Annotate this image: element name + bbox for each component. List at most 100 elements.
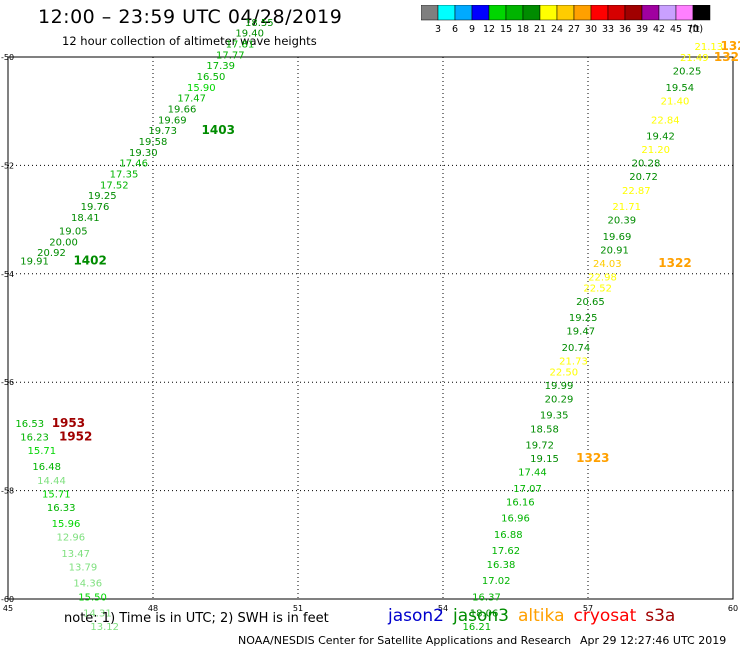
wave-height-label: 19.35 <box>540 411 569 422</box>
wave-height-label: 15.71 <box>28 446 57 457</box>
wave-height-label: 19.40 <box>235 29 264 40</box>
wave-height-label: 19.72 <box>525 441 554 452</box>
wave-height-label: 19.66 <box>168 104 197 115</box>
legend-label: 36 <box>619 24 631 35</box>
wave-height-label: 16.48 <box>32 462 61 473</box>
credit-text: NOAA/NESDIS Center for Satellite Applica… <box>238 634 572 647</box>
legend-label: 21 <box>534 24 546 35</box>
y-tick-label: -60 <box>1 595 14 604</box>
legend-swatch <box>692 5 711 21</box>
legend-label: 70 <box>687 24 699 35</box>
satellite-label-jason3: jason3 <box>453 606 509 626</box>
legend-label: 42 <box>653 24 665 35</box>
satellite-label-altika: altika <box>518 606 565 626</box>
y-tick-label: -54 <box>1 270 14 279</box>
wave-height-label: 17.39 <box>206 61 235 72</box>
wave-height-label: 21.13 <box>695 42 724 53</box>
wave-height-label: 20.00 <box>49 237 78 248</box>
wave-height-label: 20.91 <box>600 245 629 256</box>
wave-height-label: 19.42 <box>646 132 675 143</box>
wave-height-label: 20.29 <box>545 394 574 405</box>
wave-height-label: 17.62 <box>492 546 521 557</box>
x-tick-label: 51 <box>293 604 303 613</box>
wave-height-label: 12.96 <box>57 533 86 544</box>
pass-time-label: 1952 <box>59 429 92 443</box>
y-tick-label: -58 <box>1 487 14 496</box>
pass-time-label: 1403 <box>202 123 235 137</box>
wave-height-label: 18.41 <box>71 213 100 224</box>
wave-height-label: 17.07 <box>513 484 542 495</box>
wave-height-label: 21.71 <box>612 202 641 213</box>
x-tick-label: 45 <box>3 604 13 613</box>
satellite-legend: jason2 jason3 altika cryosat s3a <box>388 606 684 626</box>
legend-unit: (ft) <box>689 24 703 35</box>
y-tick-label: -50 <box>1 53 14 62</box>
y-tick-label: -52 <box>1 161 14 170</box>
wave-height-label: 20.92 <box>37 248 66 259</box>
legend-label: 9 <box>469 24 475 35</box>
legend-label: 15 <box>500 24 512 35</box>
wave-height-label: 22.84 <box>651 115 680 126</box>
wave-height-label: 21.73 <box>559 357 588 368</box>
wave-height-label: 17.35 <box>110 170 139 181</box>
wave-height-label: 17.46 <box>119 159 148 170</box>
legend-label: 6 <box>452 24 458 35</box>
legend-label: 45 <box>670 24 682 35</box>
wave-height-label: 20.65 <box>576 297 605 308</box>
wave-height-label: 13.12 <box>90 622 119 633</box>
wave-height-label: 19.05 <box>59 226 88 237</box>
wave-height-label: 17.52 <box>100 180 129 191</box>
legend-label: 30 <box>585 24 597 35</box>
wave-height-label: 13.47 <box>61 549 90 560</box>
wave-height-label: 13.79 <box>69 562 98 573</box>
wave-height-label: 17.77 <box>216 50 245 61</box>
wave-height-label: 24.03 <box>593 259 622 270</box>
legend-label: 33 <box>602 24 614 35</box>
legend-label: 18 <box>517 24 529 35</box>
wave-height-label: 22.98 <box>588 273 617 284</box>
wave-height-label: 19.47 <box>566 327 595 338</box>
wave-height-label: 18.58 <box>530 424 559 435</box>
wave-height-label: 16.23 <box>20 432 49 443</box>
wave-height-label: 19.25 <box>569 313 598 324</box>
wave-height-label: 20.74 <box>562 343 591 354</box>
chart-subtitle: 12 hour collection of altimeter wave hei… <box>62 34 317 48</box>
x-tick-label: 48 <box>148 604 158 613</box>
wave-height-label: 19.54 <box>666 83 695 94</box>
wave-height-label: 15.96 <box>52 519 81 530</box>
satellite-label-cryosat: cryosat <box>573 606 637 626</box>
legend-label: 39 <box>636 24 648 35</box>
wave-height-label: 15.50 <box>78 592 107 603</box>
pass-time-label: 1402 <box>73 253 106 267</box>
color-legend: 3 6 9 12 15 18 21 24 27 30 33 36 39 42 45 70(ft) <box>421 5 711 35</box>
wave-height-label: 16.53 <box>15 419 44 430</box>
pass-time-label: 132 <box>720 39 740 53</box>
wave-height-label: 20.39 <box>608 216 637 227</box>
wave-height-label: 22.50 <box>550 367 579 378</box>
x-tick-label: 60 <box>728 604 738 613</box>
wave-height-label: 19.99 <box>545 381 574 392</box>
wave-height-label: 19.76 <box>81 202 110 213</box>
wave-height-label: 19.58 <box>139 137 168 148</box>
wave-height-label: 17.81 <box>226 39 255 50</box>
wave-height-label: 21.40 <box>661 96 690 107</box>
wave-height-label: 19.73 <box>148 126 177 137</box>
legend-label: 24 <box>551 24 563 35</box>
legend-label: 3 <box>435 24 441 35</box>
wave-height-label: 20.25 <box>673 67 702 78</box>
wave-height-label: 15.71 <box>42 489 71 500</box>
x-tick-label: 54 <box>438 604 448 613</box>
pass-time-label: 1322 <box>658 256 691 270</box>
wave-height-label: 14.36 <box>73 579 102 590</box>
wave-height-label: 19.25 <box>88 191 117 202</box>
satellite-label-jason2: jason2 <box>388 606 444 626</box>
wave-height-label: 16.88 <box>494 530 523 541</box>
wave-height-label: 16.21 <box>463 622 492 633</box>
wave-height-label: 21.20 <box>641 145 670 156</box>
wave-height-label: 20.28 <box>632 159 661 170</box>
footer-note: note: 1) Time is in UTC; 2) SWH is in fe… <box>64 611 329 626</box>
wave-height-label: 19.69 <box>603 232 632 243</box>
wave-height-label: 14.31 <box>83 609 112 620</box>
wave-height-label: 20.72 <box>629 172 658 183</box>
